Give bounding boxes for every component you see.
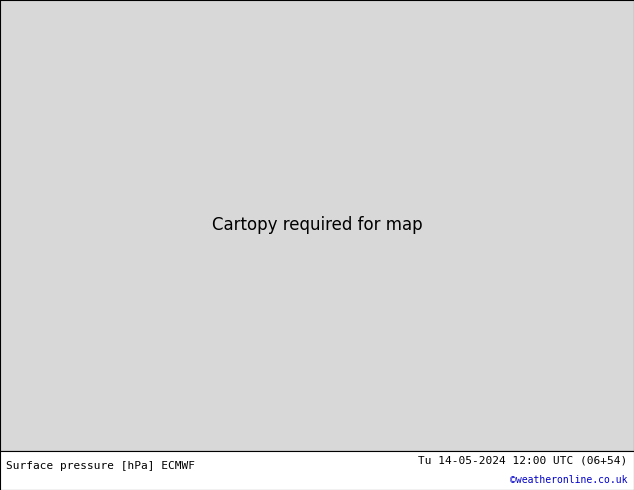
Text: Tu 14-05-2024 12:00 UTC (06+54): Tu 14-05-2024 12:00 UTC (06+54) <box>418 456 628 466</box>
Text: ©weatheronline.co.uk: ©weatheronline.co.uk <box>510 475 628 485</box>
Text: Surface pressure [hPa] ECMWF: Surface pressure [hPa] ECMWF <box>6 462 195 471</box>
Text: Cartopy required for map: Cartopy required for map <box>212 217 422 234</box>
